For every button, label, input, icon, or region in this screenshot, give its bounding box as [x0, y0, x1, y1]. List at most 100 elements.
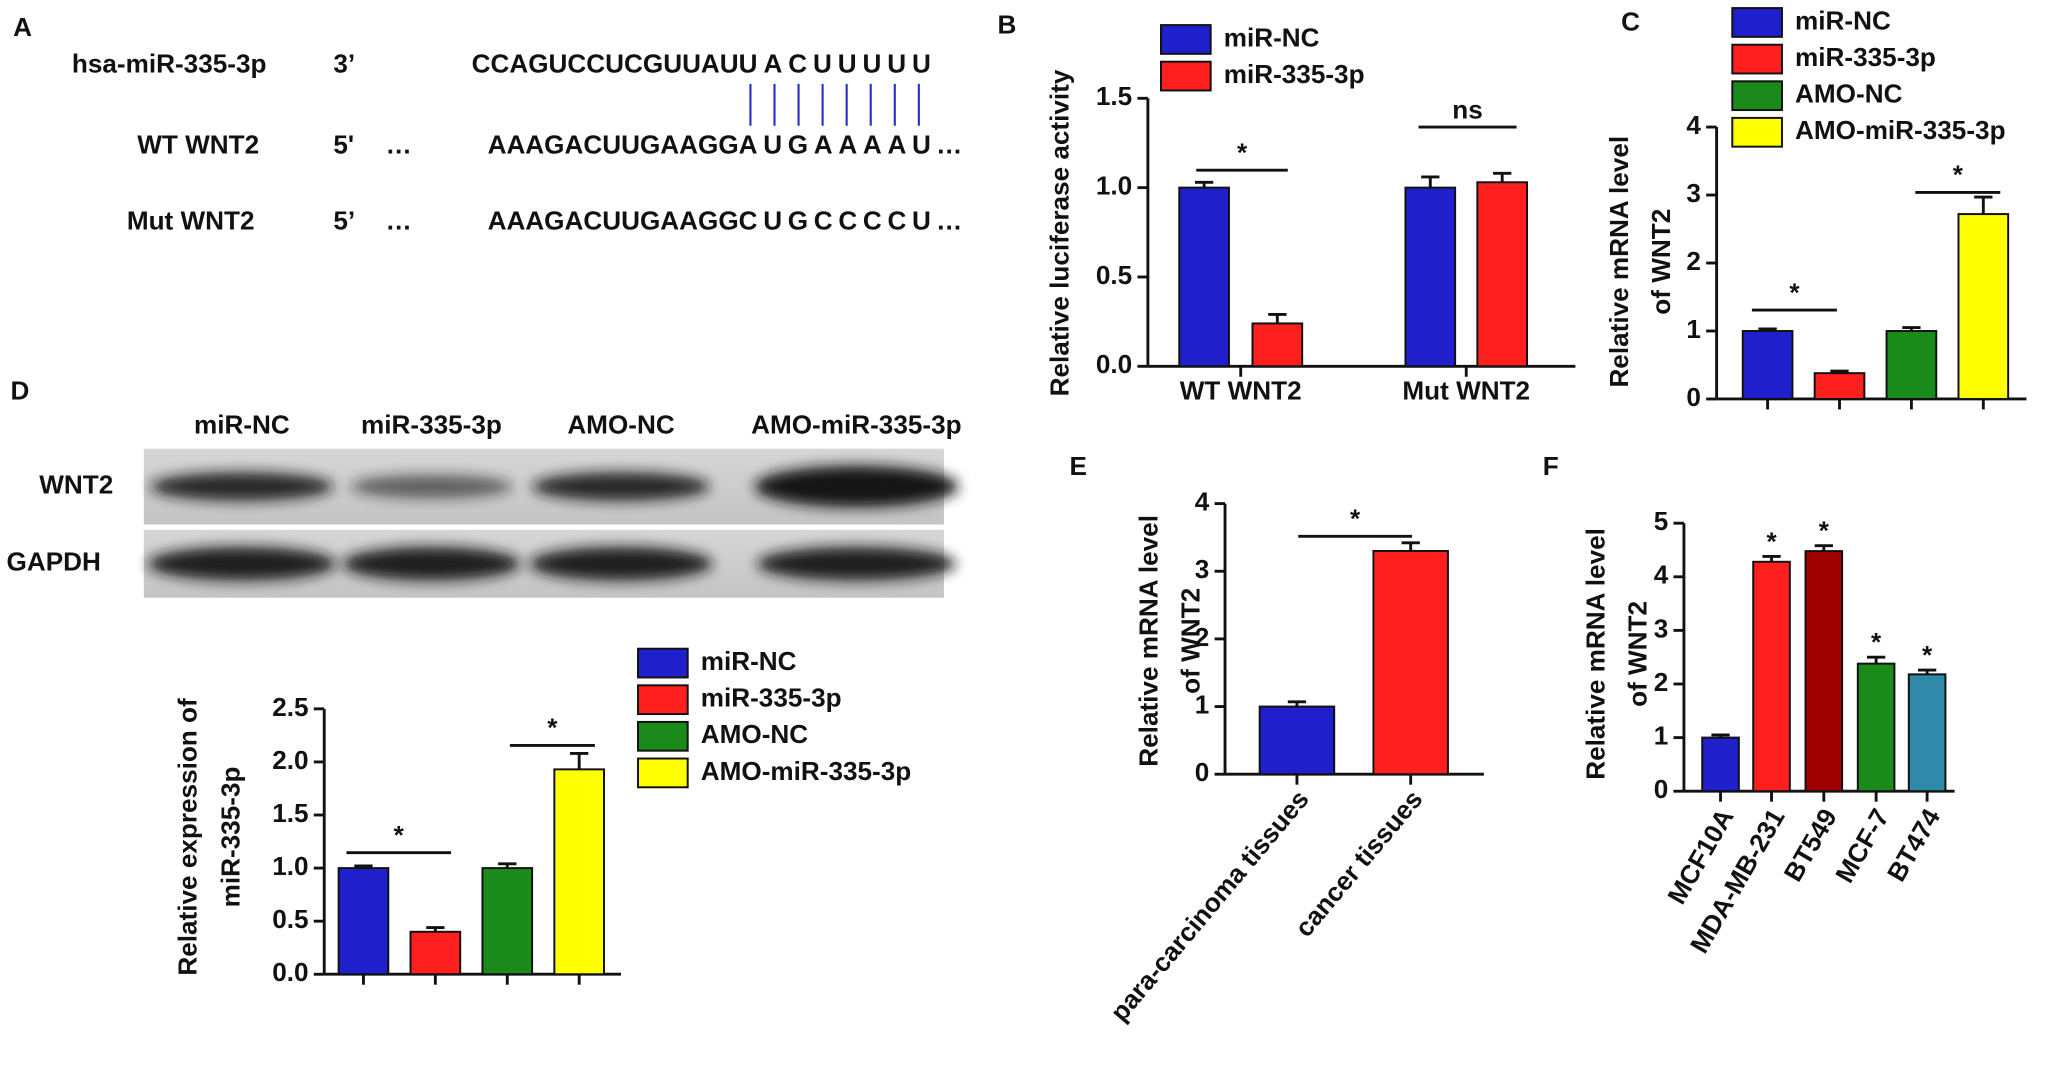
- bar: [1804, 550, 1844, 793]
- error-bar: [1762, 554, 1781, 562]
- error-bar: [1287, 700, 1307, 707]
- error-bar: [1814, 544, 1833, 552]
- y-tick-label: 5: [1654, 506, 1669, 536]
- y-tick-label: 3: [1686, 178, 1701, 208]
- bar-label: *: [1766, 526, 1777, 556]
- y-tick-label: 1: [1195, 689, 1210, 719]
- sequence: CCAGUCCUCGUUAU: [472, 49, 739, 79]
- blot-band: [756, 546, 956, 581]
- y-tick-label: 1.5: [272, 798, 308, 828]
- blot-band: [529, 546, 713, 581]
- y-axis-label: of WNT2: [1622, 601, 1652, 707]
- y-axis-label: Relative mRNA level: [1133, 515, 1163, 767]
- blot-row-label: WNT2: [39, 469, 113, 499]
- y-tick-label: 2.5: [272, 692, 308, 722]
- blot-row-label: GAPDH: [7, 547, 101, 577]
- y-tick-label: 3: [1654, 613, 1669, 643]
- legend-label: miR-NC: [701, 646, 797, 676]
- panel-label: A: [13, 12, 32, 42]
- legend-label: AMO-miR-335-3p: [1795, 115, 2005, 145]
- y-axis-label: Relative expression of: [172, 698, 202, 976]
- blot-band: [342, 546, 521, 581]
- binding-site: CUGCCCCU: [739, 205, 931, 235]
- y-tick-label: 4: [1686, 110, 1701, 140]
- bar-label: *: [1922, 640, 1933, 670]
- y-tick-label: 1: [1686, 314, 1701, 344]
- bar: [1258, 705, 1336, 776]
- error-bar: [1493, 171, 1512, 183]
- bar: [1476, 181, 1529, 368]
- y-tick-label: 0.5: [1096, 260, 1132, 290]
- y-tick-label: 2: [1686, 246, 1701, 276]
- panel-label: C: [1621, 7, 1640, 37]
- y-tick-label: 1.0: [1096, 171, 1132, 201]
- significance-label: ns: [1452, 94, 1482, 124]
- panel-label: B: [998, 9, 1017, 39]
- bar: [1701, 736, 1740, 793]
- y-tick-label: 4: [1195, 486, 1210, 516]
- strand-end: 3’: [333, 49, 355, 79]
- legend-swatch: [637, 720, 689, 752]
- error-bar: [354, 864, 373, 869]
- legend-swatch: [637, 757, 689, 789]
- sequence-name: hsa-miR-335-3p: [72, 49, 267, 79]
- bar: [1907, 673, 1947, 793]
- strand-end: 5': [333, 130, 354, 160]
- bar: [1752, 560, 1791, 793]
- legend-swatch: [1159, 60, 1212, 92]
- y-tick-label: 0: [1654, 774, 1669, 804]
- lane-label: AMO-NC: [567, 409, 675, 439]
- x-tick-label: WT WNT2: [1180, 375, 1302, 405]
- error-bar: [1830, 369, 1849, 374]
- bar: [1885, 330, 1938, 400]
- blot-band: [532, 472, 710, 501]
- legend-swatch: [1731, 116, 1783, 148]
- ellipsis: …: [386, 130, 412, 160]
- y-tick-label: 2: [1654, 667, 1669, 697]
- bar: [337, 867, 390, 976]
- legend-label: miR-335-3p: [1224, 59, 1365, 89]
- bar: [1813, 372, 1866, 400]
- error-bar: [1268, 313, 1287, 324]
- significance-label: *: [1953, 160, 1964, 190]
- y-tick-label: 0: [1195, 757, 1210, 787]
- y-tick-label: 2.0: [272, 745, 308, 775]
- ellipsis: …: [386, 205, 412, 235]
- strand-end: 5’: [333, 205, 355, 235]
- bar: [1957, 213, 2010, 400]
- error-bar: [1758, 327, 1777, 332]
- lane-label: miR-335-3p: [361, 409, 502, 439]
- blot-band: [754, 465, 959, 508]
- y-axis-label: Relative luciferase activity: [1045, 69, 1075, 396]
- lane-label: miR-NC: [194, 409, 290, 439]
- significance-label: *: [1350, 503, 1361, 533]
- panel-label: F: [1543, 451, 1559, 481]
- lane-label: AMO-miR-335-3p: [751, 409, 961, 439]
- y-axis-label: Relative mRNA level: [1581, 528, 1611, 780]
- ellipsis: …: [936, 205, 962, 235]
- bar-label: *: [1819, 516, 1830, 546]
- sequence: AAAGACUUGAAGG: [488, 130, 739, 160]
- legend-swatch: [1731, 7, 1783, 38]
- error-bar: [1902, 326, 1921, 332]
- error-bar: [1866, 655, 1886, 664]
- y-tick-label: 0: [1686, 382, 1701, 412]
- y-axis-label: of WNT2: [1175, 588, 1205, 694]
- blot-band: [150, 472, 334, 501]
- legend-label: miR-335-3p: [701, 683, 842, 713]
- significance-label: *: [547, 713, 558, 743]
- blot-band: [147, 546, 337, 581]
- legend-swatch: [1731, 80, 1783, 112]
- bar: [1251, 322, 1304, 368]
- binding-site: UACUUUUU: [739, 49, 931, 79]
- y-tick-label: 1.5: [1096, 81, 1132, 111]
- legend-swatch: [637, 647, 689, 679]
- bar: [1178, 186, 1230, 368]
- sequence-name: Mut WNT2: [127, 205, 255, 235]
- y-tick-label: 0.0: [272, 957, 308, 987]
- sequence-name: WT WNT2: [137, 130, 259, 160]
- panel-label: D: [10, 375, 29, 405]
- x-tick-label: Mut WNT2: [1402, 375, 1530, 405]
- y-axis-label: miR-335-3p: [216, 767, 246, 908]
